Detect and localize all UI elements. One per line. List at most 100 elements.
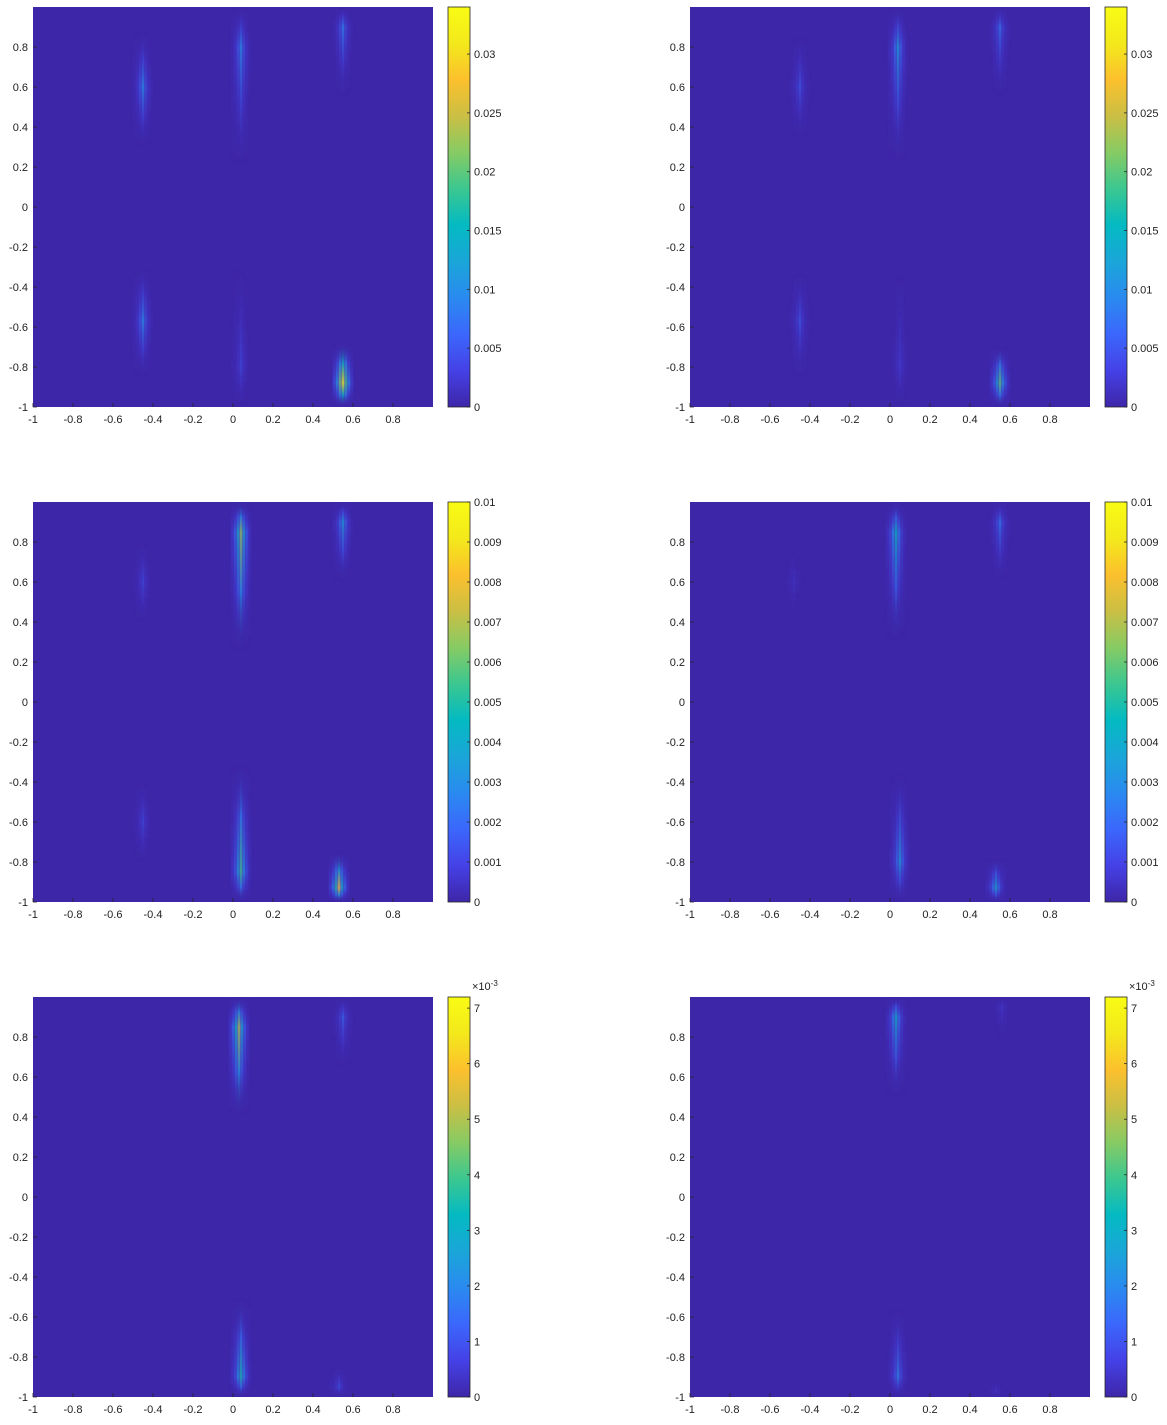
y-tick-label: -1 <box>18 402 28 414</box>
heatmap-stripe <box>247 997 249 1117</box>
x-tick-label: 0.8 <box>1042 414 1057 426</box>
heatmap-stripe <box>336 7 338 97</box>
y-tick-label: 0.6 <box>670 82 685 94</box>
heatmap-stripe <box>235 997 237 1117</box>
y-tick-label: -0.8 <box>666 362 685 374</box>
heatmap-stripe <box>229 997 231 1117</box>
y-tick-label: -0.8 <box>9 1352 28 1364</box>
heatmap-stripe <box>1007 997 1009 1037</box>
heatmap-stripe <box>342 7 344 97</box>
colorbar-tick-label: 0.007 <box>1131 617 1159 629</box>
heatmap-panel-3: -1 -0.8 -0.6 -0.4 -0.2 0 0.2 0.4 0.6 0.8 0.8 0.6 0.4… <box>9 497 502 921</box>
colorbar-tick-label: 0.02 <box>1131 167 1152 179</box>
heatmap-stripe <box>894 1307 896 1397</box>
heatmap-stripe <box>246 1297 248 1397</box>
colorbar <box>447 501 471 903</box>
x-tick-label: 0 <box>887 909 893 921</box>
heatmap-stripe <box>243 1297 245 1397</box>
colorbar-tick-label: 0.02 <box>474 167 495 179</box>
colorbar-exponent-power: -3 <box>491 979 499 988</box>
heatmap-panel-4: -1 -0.8 -0.6 -0.4 -0.2 0 0.2 0.4 0.6 0.8 0.8 0.6 0.4… <box>666 497 1159 921</box>
x-tick-label: 0.2 <box>922 909 937 921</box>
y-tick-label: 0 <box>679 202 685 214</box>
y-tick-label: -0.2 <box>9 737 28 749</box>
heatmap-stripe <box>148 267 150 377</box>
colorbar-tick-label: 0.005 <box>474 343 502 355</box>
heatmap-stripe <box>790 552 792 612</box>
colorbar-tick-label: 0.004 <box>1131 737 1159 749</box>
heatmap-stripe <box>888 7 890 163</box>
colorbar-tick-label: 0.025 <box>474 108 502 120</box>
colorbar-tick-label: 0.009 <box>1131 537 1159 549</box>
heatmap-stripe <box>1002 502 1004 582</box>
heatmap-stripe <box>787 552 789 612</box>
heatmap-stripe <box>333 7 335 97</box>
y-tick-label: 0.8 <box>13 42 28 54</box>
y-tick-label: 0.8 <box>670 1032 685 1044</box>
heatmap-panel-2: -1 -0.8 -0.6 -0.4 -0.2 0 0.2 0.4 0.6 0.8 0.8 0.6 0.4… <box>666 6 1159 426</box>
y-tick-label: -0.4 <box>9 282 28 294</box>
heatmap-stripe <box>905 273 907 407</box>
heatmap-stripe <box>992 858 994 902</box>
x-tick-label: 0.4 <box>962 414 977 426</box>
y-tick-label: -0.2 <box>666 242 685 254</box>
x-tick-label: -1 <box>28 414 38 426</box>
heatmap-stripe <box>1004 858 1006 902</box>
heatmap-stripe <box>238 997 240 1117</box>
heatmap-stripe <box>234 7 236 167</box>
heatmap-feature <box>231 267 251 407</box>
heatmap-features <box>886 997 1012 1397</box>
x-tick-label: -0.4 <box>801 414 820 426</box>
heatmap-stripe <box>805 273 807 377</box>
heatmap-stripe <box>796 273 798 377</box>
heatmap-stripe <box>895 997 897 1097</box>
heatmap-stripe <box>992 997 994 1037</box>
y-tick-label: -1 <box>18 1392 28 1404</box>
x-tick-label: -0.6 <box>104 909 123 921</box>
heatmap-stripe <box>243 762 245 902</box>
heatmap-stripe <box>905 772 907 902</box>
heatmap-stripe <box>1005 7 1007 97</box>
heatmap-stripe <box>896 772 898 902</box>
x-tick-label: 0.6 <box>345 414 360 426</box>
heatmap-stripe <box>339 502 341 582</box>
heatmap-stripe <box>232 997 234 1117</box>
heatmap-stripe <box>240 762 242 902</box>
heatmap-stripe <box>341 1367 343 1397</box>
colorbar-tick-label: 0.005 <box>1131 343 1159 355</box>
colorbar-tick-label: 0.005 <box>474 697 502 709</box>
heatmap-feature <box>986 1381 1006 1397</box>
colorbar-tick-label: 0.03 <box>1131 49 1152 61</box>
heatmap-stripe <box>992 1381 994 1397</box>
heatmap-stripe <box>1008 502 1010 582</box>
heatmap-stripe <box>904 502 906 642</box>
y-tick-label: -1 <box>18 897 28 909</box>
heatmap-stripe <box>886 997 888 1097</box>
x-tick-label: -0.8 <box>721 909 740 921</box>
heatmap-stripe <box>139 542 141 622</box>
heatmap-stripe <box>348 502 350 582</box>
x-tick-label: 0.2 <box>922 414 937 426</box>
y-tick-label: 0.4 <box>13 1112 28 1124</box>
heatmap-stripe <box>332 852 334 902</box>
heatmap-stripe <box>900 7 902 163</box>
heatmap-stripe <box>151 782 153 862</box>
heatmap-stripe <box>341 852 343 902</box>
heatmap-stripe <box>234 1297 236 1397</box>
colorbar-tick-label: 0.001 <box>474 857 502 869</box>
heatmap-stripe <box>784 552 786 612</box>
y-tick-label: 0.6 <box>13 82 28 94</box>
heatmap-feature <box>886 502 906 642</box>
colorbar-tick-label: 0.01 <box>474 284 495 296</box>
x-tick-label: 0 <box>230 414 236 426</box>
x-tick-label: 0.4 <box>962 1404 977 1416</box>
heatmap-feature <box>133 542 153 622</box>
heatmap-stripe <box>347 1367 349 1397</box>
heatmap-feature <box>333 502 353 582</box>
colorbar-tick-label: 6 <box>474 1059 480 1071</box>
heatmap-stripe <box>889 997 891 1097</box>
colorbar-tick-label: 4 <box>474 1170 480 1182</box>
colorbar-tick-label: 2 <box>474 1281 480 1293</box>
y-tick-label: 0.8 <box>13 537 28 549</box>
heatmap-features <box>133 502 353 902</box>
